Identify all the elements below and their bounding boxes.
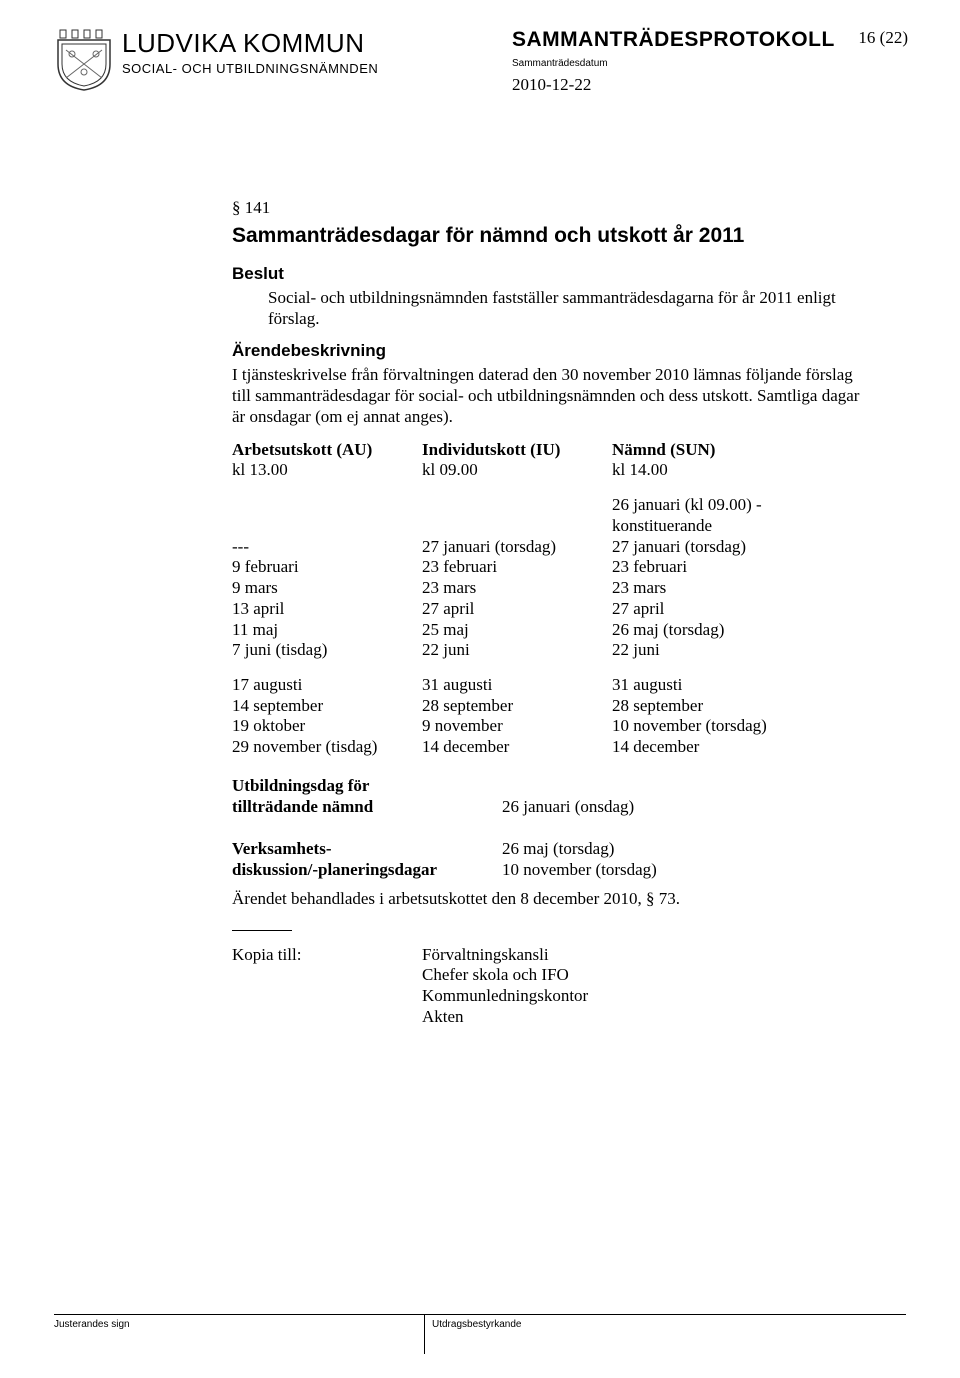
cell-sun: 23 februari: [612, 557, 864, 578]
training-day-row-2: tillträdande nämnd 26 januari (onsdag): [232, 797, 864, 818]
schedule-row: 9 februari23 februari23 februari: [232, 557, 864, 578]
decision-text: Social- och utbildningsnämnden fastställ…: [268, 288, 864, 329]
copy-to-item: Chefer skola och IFO: [422, 965, 864, 986]
cell-sun: 27 januari (torsdag): [612, 537, 864, 558]
col-iu-head: Individutskott (IU): [422, 440, 612, 461]
certification-label: Utdragsbestyrkande: [432, 1319, 522, 1330]
schedule-pre-row: 26 januari (kl 09.00) - konstituerande: [232, 495, 864, 536]
cell-iu: 22 juni: [422, 640, 612, 661]
org-subunit: SOCIAL- OCH UTBILDNINGSNÄMNDEN: [122, 61, 378, 76]
decision-heading: Beslut: [232, 264, 864, 284]
schedule-row: 13 april27 april27 april: [232, 599, 864, 620]
training-day-value: 26 januari (onsdag): [502, 797, 864, 818]
cell-iu: 28 september: [422, 696, 612, 717]
cell-iu: 9 november: [422, 716, 612, 737]
page-number: 16 (22): [858, 28, 908, 48]
training-day-label-2: tillträdande nämnd: [232, 797, 502, 818]
cell-iu: 27 januari (torsdag): [422, 537, 612, 558]
planning-label-1: Verksamhets-: [232, 839, 502, 860]
training-day-label-1: Utbildningsdag för: [232, 776, 502, 797]
schedule-row: 14 september28 september28 september: [232, 696, 864, 717]
col-sun-time: kl 14.00: [612, 460, 864, 481]
col-au-time: kl 13.00: [232, 460, 422, 481]
schedule-row: ---27 januari (torsdag)27 januari (torsd…: [232, 537, 864, 558]
cell-au: 19 oktober: [232, 716, 422, 737]
schedule-row: 17 augusti31 augusti31 augusti: [232, 675, 864, 696]
cell-au: 9 mars: [232, 578, 422, 599]
planning-label-2: diskussion/-planeringsdagar: [232, 860, 502, 881]
cell-sun: 28 september: [612, 696, 864, 717]
col-sun-head: Nämnd (SUN): [612, 440, 864, 461]
cell-iu: 23 mars: [422, 578, 612, 599]
cell-sun: 10 november (torsdag): [612, 716, 864, 737]
cell-iu: 25 maj: [422, 620, 612, 641]
training-day-row: Utbildningsdag för: [232, 776, 864, 797]
cell-au: 17 augusti: [232, 675, 422, 696]
cell-iu: 27 april: [422, 599, 612, 620]
planning-value-1: 26 maj (torsdag): [502, 839, 864, 860]
header-right: SAMMANTRÄDESPROTOKOLL Sammanträdesdatum …: [512, 28, 912, 95]
meeting-date: 2010-12-22: [512, 75, 912, 95]
cell-sun: 22 juni: [612, 640, 864, 661]
schedule-row: 11 maj25 maj26 maj (torsdag): [232, 620, 864, 641]
document-page: LUDVIKA KOMMUN SOCIAL- OCH UTBILDNINGSNÄ…: [0, 0, 960, 1378]
copy-to-list: FörvaltningskansliChefer skola och IFOKo…: [422, 945, 864, 1028]
schedule-block-1: ---27 januari (torsdag)27 januari (torsd…: [232, 537, 864, 661]
document-body: § 141 Sammanträdesdagar för nämnd och ut…: [232, 198, 864, 1028]
copy-to-item: Kommunledningskontor: [422, 986, 864, 1007]
cell-au: 11 maj: [232, 620, 422, 641]
planning-row: Verksamhets- 26 maj (torsdag): [232, 839, 864, 860]
cell-sun: 14 december: [612, 737, 864, 758]
org-text: LUDVIKA KOMMUN SOCIAL- OCH UTBILDNINGSNÄ…: [122, 28, 378, 76]
cell-sun: 23 mars: [612, 578, 864, 599]
org-block: LUDVIKA KOMMUN SOCIAL- OCH UTBILDNINGSNÄ…: [54, 28, 378, 92]
col-au-head: Arbetsutskott (AU): [232, 440, 422, 461]
description-text: I tjänsteskrivelse från förvaltningen da…: [232, 365, 864, 427]
cell-au: 9 februari: [232, 557, 422, 578]
municipal-crest-icon: [54, 28, 114, 92]
document-type-title: SAMMANTRÄDESPROTOKOLL: [512, 28, 912, 52]
copy-to-label: Kopia till:: [232, 945, 422, 1028]
copy-to-row: Kopia till: FörvaltningskansliChefer sko…: [232, 945, 864, 1028]
org-name: LUDVIKA KOMMUN: [122, 28, 378, 59]
section-number: § 141: [232, 198, 864, 218]
copy-to-item: Akten: [422, 1007, 864, 1028]
cell-au: 13 april: [232, 599, 422, 620]
cell-au: 7 juni (tisdag): [232, 640, 422, 661]
planning-row-2: diskussion/-planeringsdagar 10 november …: [232, 860, 864, 881]
cell-sun: 31 augusti: [612, 675, 864, 696]
schedule-header-row: Arbetsutskott (AU) Individutskott (IU) N…: [232, 440, 864, 461]
page-title: Sammanträdesdagar för nämnd och utskott …: [232, 224, 864, 248]
schedule-row: 9 mars23 mars23 mars: [232, 578, 864, 599]
cell-au: 29 november (tisdag): [232, 737, 422, 758]
schedule-row: 29 november (tisdag)14 december14 decemb…: [232, 737, 864, 758]
cell-sun: 27 april: [612, 599, 864, 620]
cell-au: ---: [232, 537, 422, 558]
date-label: Sammanträdesdatum: [512, 58, 912, 69]
signature-label: Justerandes sign: [54, 1319, 130, 1330]
cell-iu: 31 augusti: [422, 675, 612, 696]
description-heading: Ärendebeskrivning: [232, 341, 864, 361]
handled-text: Ärendet behandlades i arbetsutskottet de…: [232, 889, 864, 910]
col-iu-time: kl 09.00: [422, 460, 612, 481]
cell-sun: 26 maj (torsdag): [612, 620, 864, 641]
constituting-note: 26 januari (kl 09.00) - konstituerande: [612, 495, 864, 536]
cell-iu: 23 februari: [422, 557, 612, 578]
copy-to-item: Förvaltningskansli: [422, 945, 864, 966]
page-footer: Justerandes sign Utdragsbestyrkande: [54, 1314, 906, 1354]
footer-divider: [424, 1315, 425, 1354]
cell-iu: 14 december: [422, 737, 612, 758]
schedule-times-row: kl 13.00 kl 09.00 kl 14.00: [232, 460, 864, 481]
planning-value-2: 10 november (torsdag): [502, 860, 864, 881]
cell-au: 14 september: [232, 696, 422, 717]
page-header: LUDVIKA KOMMUN SOCIAL- OCH UTBILDNINGSNÄ…: [0, 28, 960, 118]
schedule-block-2: 17 augusti31 augusti31 augusti14 septemb…: [232, 675, 864, 758]
schedule-row: 7 juni (tisdag)22 juni22 juni: [232, 640, 864, 661]
schedule-row: 19 oktober9 november10 november (torsdag…: [232, 716, 864, 737]
